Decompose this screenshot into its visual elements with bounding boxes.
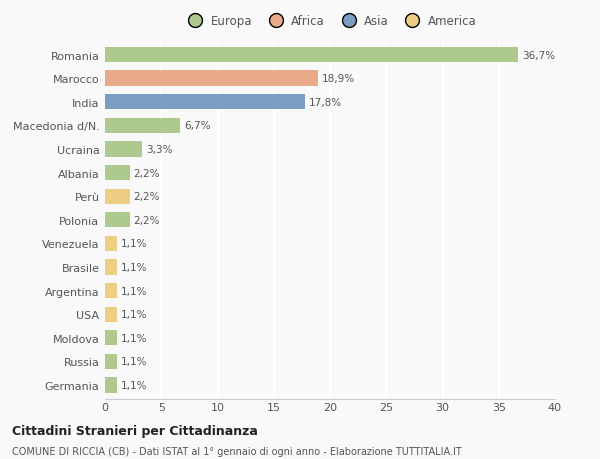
Text: 1,1%: 1,1% — [121, 239, 148, 249]
Text: 1,1%: 1,1% — [121, 263, 148, 273]
Text: 18,9%: 18,9% — [322, 74, 355, 84]
Text: 2,2%: 2,2% — [134, 215, 160, 225]
Bar — [105, 283, 118, 299]
Text: 1,1%: 1,1% — [121, 309, 148, 319]
Bar — [105, 330, 118, 346]
Text: 6,7%: 6,7% — [184, 121, 211, 131]
Bar — [105, 166, 130, 181]
Text: 36,7%: 36,7% — [522, 50, 555, 61]
Bar — [105, 95, 305, 110]
Bar — [105, 307, 118, 322]
Bar — [105, 260, 118, 275]
Text: 1,1%: 1,1% — [121, 286, 148, 296]
Bar — [105, 236, 118, 252]
Text: 1,1%: 1,1% — [121, 357, 148, 367]
Text: COMUNE DI RICCIA (CB) - Dati ISTAT al 1° gennaio di ogni anno - Elaborazione TUT: COMUNE DI RICCIA (CB) - Dati ISTAT al 1°… — [12, 446, 462, 456]
Text: 2,2%: 2,2% — [134, 192, 160, 202]
Bar — [105, 118, 181, 134]
Text: 17,8%: 17,8% — [309, 98, 343, 107]
Bar — [105, 142, 142, 157]
Text: 2,2%: 2,2% — [134, 168, 160, 178]
Bar — [105, 189, 130, 204]
Bar — [105, 48, 518, 63]
Bar — [105, 378, 118, 393]
Text: 3,3%: 3,3% — [146, 145, 173, 155]
Bar — [105, 71, 317, 87]
Bar — [105, 354, 118, 369]
Legend: Europa, Africa, Asia, America: Europa, Africa, Asia, America — [184, 15, 476, 28]
Bar — [105, 213, 130, 228]
Text: 1,1%: 1,1% — [121, 333, 148, 343]
Text: 1,1%: 1,1% — [121, 380, 148, 390]
Text: Cittadini Stranieri per Cittadinanza: Cittadini Stranieri per Cittadinanza — [12, 425, 258, 437]
